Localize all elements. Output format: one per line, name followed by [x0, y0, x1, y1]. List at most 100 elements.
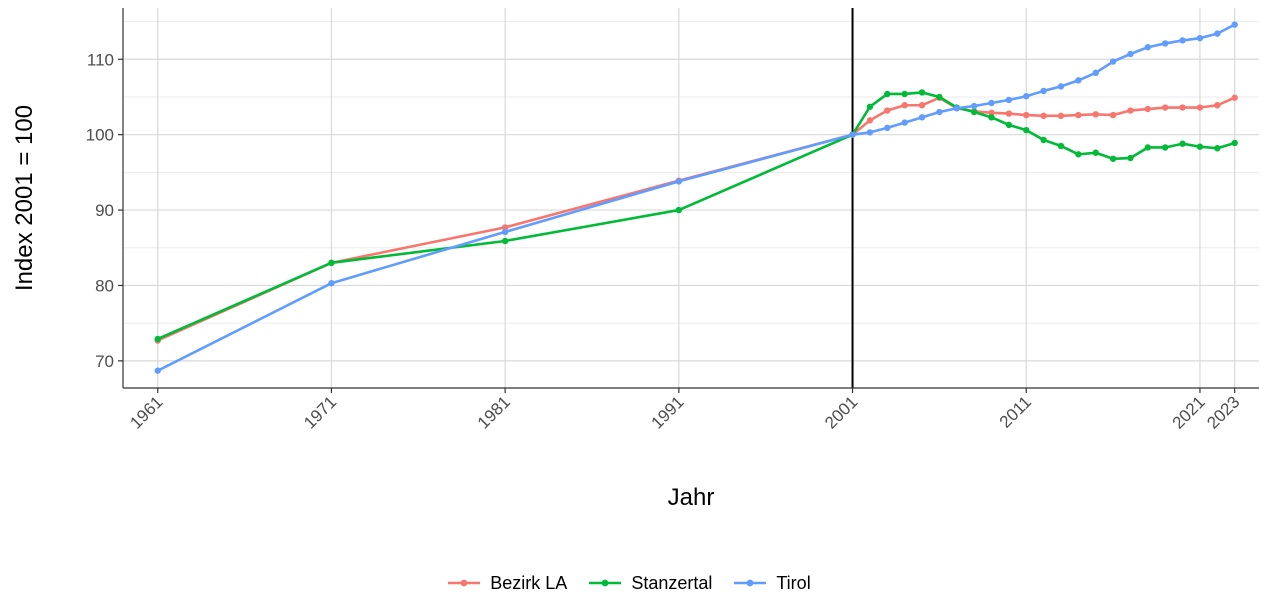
data-point — [1231, 139, 1238, 147]
data-point — [1127, 154, 1134, 162]
data-point — [1162, 104, 1169, 111]
data-point — [918, 89, 926, 96]
x-tick-label: 1991 — [647, 392, 687, 432]
data-point — [901, 119, 908, 126]
data-point — [1144, 105, 1152, 113]
data-point — [1179, 37, 1186, 44]
series-line-stanzertal — [156, 91, 1236, 341]
data-point — [501, 224, 509, 231]
data-point — [1196, 143, 1204, 150]
series-line-tirol — [156, 23, 1236, 372]
legend-item: Bezirk LA — [444, 573, 573, 594]
y-tick-label: 90 — [95, 201, 114, 220]
data-point — [1214, 30, 1221, 37]
legend-label: Stanzertal — [631, 572, 713, 593]
legend-key-point — [601, 579, 609, 587]
data-point — [328, 259, 335, 267]
ticks-layer: 70 80 90 100 110 1961 1971 1981 1991 2001 2011 2021… — [86, 50, 1244, 432]
legend-key-point — [460, 579, 468, 587]
data-point — [1214, 102, 1221, 109]
y-tick-label: 70 — [95, 352, 114, 371]
data-point — [1075, 77, 1082, 84]
data-point — [154, 367, 161, 374]
data-point — [1092, 149, 1099, 156]
data-point — [1005, 121, 1013, 129]
data-point — [1109, 58, 1117, 65]
data-point — [1040, 112, 1047, 120]
data-point — [1179, 104, 1186, 111]
axes-layer — [122, 8, 1259, 389]
data-point — [849, 131, 856, 138]
data-point — [1040, 87, 1047, 95]
data-point — [1092, 111, 1099, 118]
data-point — [884, 90, 891, 98]
legend-key — [589, 579, 622, 587]
x-tick-label: 1971 — [300, 392, 340, 432]
data-point — [1231, 21, 1238, 28]
data-point — [953, 105, 960, 112]
data-point — [675, 206, 683, 214]
data-point — [918, 102, 926, 109]
data-point — [1040, 136, 1047, 144]
legend: Bezirk LA Stanzertal Tirol — [0, 568, 1261, 598]
y-tick-label: 80 — [95, 276, 114, 295]
legend-key-point — [746, 579, 754, 587]
data-point — [1057, 142, 1065, 150]
major-grid — [123, 8, 1259, 388]
minor-grid — [123, 21, 1259, 324]
legend-item: Tirol — [730, 573, 816, 594]
data-point — [1127, 50, 1134, 58]
data-point — [1109, 111, 1117, 119]
x-tick-label: 2011 — [996, 392, 1035, 431]
x-tick-label: 1961 — [126, 392, 166, 432]
data-point — [1075, 151, 1082, 158]
data-point — [1144, 144, 1152, 151]
data-point — [1196, 104, 1204, 111]
line-chart: 70 80 90 100 110 1961 1971 1981 1991 2001 2011 2021… — [11, 8, 1259, 511]
legend-key — [448, 579, 481, 587]
data-point — [970, 108, 978, 116]
data-point — [1005, 96, 1013, 104]
data-point — [1162, 144, 1169, 151]
data-point — [866, 103, 874, 110]
data-point — [1179, 140, 1186, 147]
data-point — [901, 90, 908, 98]
data-point — [154, 335, 161, 343]
x-tick-label: 2021 — [1169, 392, 1209, 432]
data-point — [936, 108, 943, 116]
y-tick-label: 110 — [87, 50, 114, 69]
x-axis-title: Jahr — [668, 484, 715, 511]
data-point — [970, 102, 978, 110]
data-point — [988, 109, 995, 117]
data-point — [1109, 155, 1117, 162]
data-point — [675, 178, 683, 185]
data-point — [501, 237, 509, 245]
legend-key — [734, 579, 767, 587]
legend-label: Bezirk LA — [490, 572, 568, 593]
y-axis-title: Index 2001 = 100 — [11, 105, 38, 291]
data-point — [1023, 93, 1030, 100]
data-point — [988, 114, 995, 121]
data-point — [1127, 107, 1134, 114]
series-layer — [154, 21, 1238, 374]
data-point — [1092, 69, 1099, 77]
data-point — [901, 102, 908, 109]
data-point — [328, 279, 335, 287]
data-point — [1214, 145, 1221, 152]
data-point — [866, 129, 874, 136]
data-point — [1144, 44, 1152, 51]
x-tick-label: 1981 — [474, 392, 514, 432]
x-tick-label: 2023 — [1203, 392, 1243, 432]
legend-label: Tirol — [776, 572, 811, 593]
data-point — [1231, 94, 1238, 101]
data-point — [884, 107, 891, 114]
data-point — [1196, 34, 1204, 42]
data-point — [884, 124, 891, 132]
legend-item: Stanzertal — [585, 573, 718, 594]
y-tick-label: 100 — [86, 126, 114, 145]
data-point — [1057, 112, 1065, 120]
data-point — [936, 93, 943, 101]
data-point — [1005, 110, 1013, 117]
data-point — [1075, 111, 1082, 119]
data-point — [918, 114, 926, 121]
